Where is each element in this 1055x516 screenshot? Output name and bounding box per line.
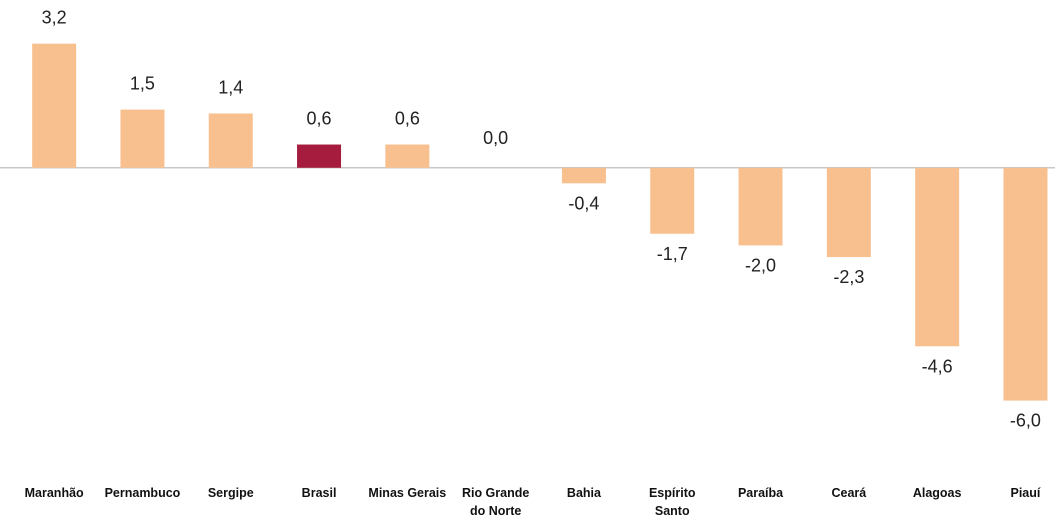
x-tick-label: Brasil bbox=[302, 486, 337, 500]
x-tick-label: Espírito Santo bbox=[649, 486, 696, 516]
x-tick-label: Sergipe bbox=[208, 486, 254, 500]
value-label: -0,4 bbox=[568, 193, 599, 213]
value-label: -4,6 bbox=[922, 356, 953, 376]
value-label: 0,6 bbox=[307, 109, 332, 129]
bar bbox=[915, 167, 960, 347]
x-tick-label: Pernambuco bbox=[105, 486, 181, 500]
bar bbox=[32, 43, 77, 168]
value-label: 0,0 bbox=[483, 128, 508, 148]
x-tick-label: Bahia bbox=[567, 486, 602, 500]
bar bbox=[826, 167, 871, 258]
value-label: -2,3 bbox=[833, 267, 864, 287]
bar bbox=[561, 167, 606, 184]
value-label: 0,6 bbox=[395, 109, 420, 129]
bar bbox=[208, 113, 253, 168]
x-tick-label: Minas Gerais bbox=[368, 486, 446, 500]
x-tick-label: Piauí bbox=[1011, 486, 1041, 500]
bar bbox=[385, 144, 430, 168]
value-label: 1,4 bbox=[218, 77, 243, 97]
x-tick-label: Ceará bbox=[831, 486, 866, 500]
bar bbox=[120, 109, 165, 168]
x-tick-label: Maranhão bbox=[25, 486, 84, 500]
bar bbox=[650, 167, 695, 234]
value-label: 1,5 bbox=[130, 74, 155, 94]
x-tick-label: Alagoas bbox=[913, 486, 962, 500]
x-tick-label: Paraíba bbox=[738, 486, 784, 500]
bar bbox=[738, 167, 783, 246]
value-label: -2,0 bbox=[745, 255, 776, 275]
value-label: -6,0 bbox=[1010, 411, 1041, 431]
value-label: 3,2 bbox=[42, 8, 67, 28]
bar bbox=[1003, 167, 1048, 401]
bar bbox=[297, 144, 342, 168]
x-tick-label: Rio Grande do Norte bbox=[462, 486, 529, 516]
value-label: -1,7 bbox=[657, 244, 688, 264]
